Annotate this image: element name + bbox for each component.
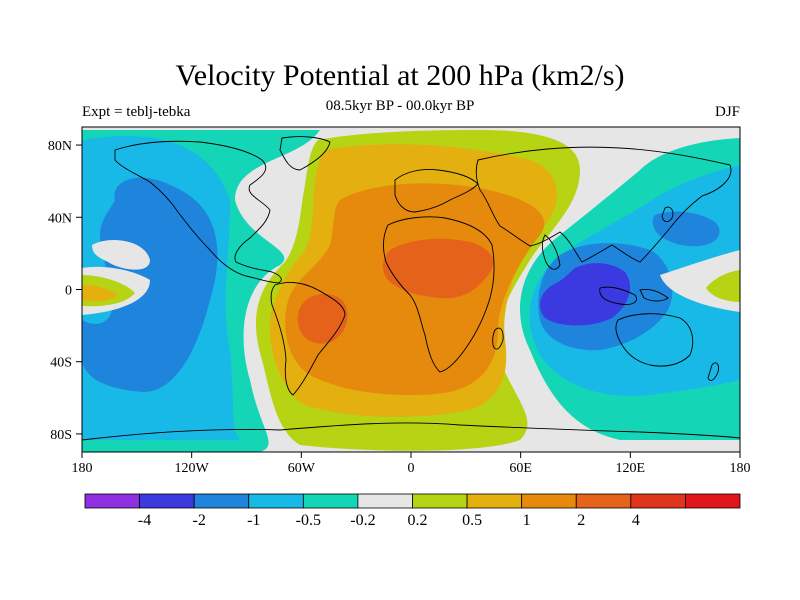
colorbar-swatch xyxy=(685,493,741,509)
latitude-axis: 80N 40N 0 40S 80S xyxy=(48,139,82,443)
colorbar-swatch xyxy=(575,493,632,509)
colorbar-label: 1 xyxy=(523,512,531,529)
lat-tick-label: 40N xyxy=(48,211,72,226)
colorbar: -4 -2 -1 -0.5 -0.2 0.2 0.5 1 2 4 xyxy=(84,493,741,529)
contour-fill-pos2-south-america xyxy=(297,293,348,344)
coastline-japan xyxy=(661,206,674,223)
coastline-greenland xyxy=(279,136,331,171)
coastline-maritime-islands xyxy=(599,286,669,305)
lon-tick-label: 180 xyxy=(730,461,751,476)
lon-tick-label: 60W xyxy=(288,461,316,476)
coastline-india xyxy=(542,234,561,270)
colorbar-swatch xyxy=(466,493,523,509)
contour-fill-neg1-northwest-pacific xyxy=(652,211,720,247)
colorbar-swatch xyxy=(630,493,686,509)
colorbar-swatch xyxy=(357,493,413,509)
period-label: 08.5kyr BP - 00.0kyr BP xyxy=(325,98,475,114)
colorbar-swatch xyxy=(248,493,304,509)
lat-tick-label: 40S xyxy=(50,356,72,371)
colorbar-swatch xyxy=(84,493,140,509)
contour-fill-neg1-pacific xyxy=(82,177,218,392)
colorbar-label: 0.5 xyxy=(462,512,482,529)
coastline-south-america xyxy=(270,282,346,396)
colorbar-label: -0.5 xyxy=(296,512,321,529)
colorbar-swatch xyxy=(302,493,359,509)
contour-fill-neutral-pocket-east-pacific xyxy=(92,240,150,270)
experiment-label: Expt = teblj-tebka xyxy=(82,104,191,120)
coastline-africa xyxy=(383,216,495,373)
colorbar-label: -2 xyxy=(193,512,206,529)
longitude-axis: 180 120W 60W 0 60E 120E 180 xyxy=(72,452,751,476)
coastline-north-america xyxy=(114,140,282,284)
colorbar-label: -1 xyxy=(247,512,260,529)
colorbar-label: -4 xyxy=(138,512,151,529)
contour-fill-pos02-dateline-east xyxy=(706,270,740,302)
coastline-australia xyxy=(615,313,694,367)
colorbar-swatch xyxy=(139,493,195,509)
colorbar-label: -0.2 xyxy=(350,512,375,529)
coastline-asia xyxy=(475,146,732,263)
lon-tick-label: 60E xyxy=(509,461,532,476)
lat-tick-label: 80N xyxy=(48,139,72,154)
contour-fill-pos05-dateline-west xyxy=(82,284,118,302)
colorbar-swatch xyxy=(193,493,250,509)
contour-fill-pos2-sahara xyxy=(382,238,494,299)
lat-tick-label: 80S xyxy=(50,428,72,443)
coastline-europe xyxy=(394,169,479,213)
lon-tick-label: 0 xyxy=(408,461,415,476)
lon-tick-label: 120E xyxy=(616,461,646,476)
lat-tick-label: 0 xyxy=(65,284,72,299)
coastline-new-zealand xyxy=(707,362,719,381)
colorbar-label: 2 xyxy=(577,512,585,529)
contour-fill-neg2-indian-ocean xyxy=(539,263,631,326)
colorbar-label: 4 xyxy=(632,512,640,529)
colorbar-swatch xyxy=(412,493,468,509)
lon-tick-label: 180 xyxy=(72,461,93,476)
lon-tick-label: 120W xyxy=(175,461,210,476)
map-title: Velocity Potential at 200 hPa (km2/s) xyxy=(175,59,625,92)
colorbar-label: 0.2 xyxy=(408,512,428,529)
coastline-antarctica xyxy=(82,422,740,441)
season-label: DJF xyxy=(714,104,740,120)
colorbar-swatch xyxy=(521,493,577,509)
contour-fields xyxy=(82,127,740,452)
coastline-madagascar xyxy=(492,327,504,350)
coastlines xyxy=(82,136,740,441)
